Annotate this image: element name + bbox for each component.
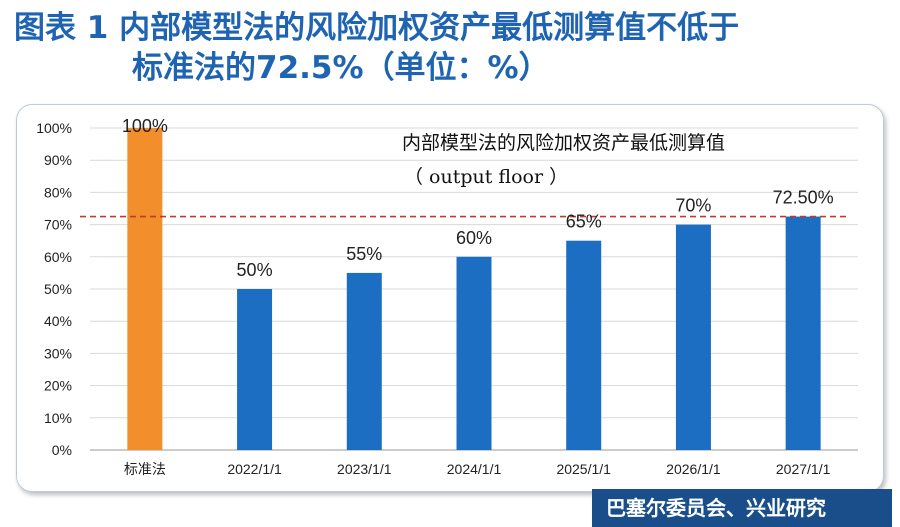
data-label: 55% — [346, 244, 382, 264]
y-tick-label: 60% — [44, 249, 72, 265]
chart-title: 图表 1 内部模型法的风险加权资产最低测算值不低于 标准法的72.5%（单位：%… — [14, 8, 894, 88]
y-tick-label: 100% — [36, 120, 72, 136]
x-tick-label: 2023/1/1 — [337, 461, 392, 477]
data-label: 70% — [675, 196, 711, 216]
y-tick-label: 50% — [44, 281, 72, 297]
annotation-line-2: （ output floor ） — [404, 166, 568, 188]
y-axis-tick-labels: 0% 10% 20% 30% 40% 50% 60% 70% 80% 90% 100% — [36, 120, 72, 458]
bar — [346, 272, 382, 450]
y-tick-label: 80% — [44, 184, 72, 200]
x-tick-label: 2024/1/1 — [447, 461, 502, 477]
bar — [785, 216, 821, 450]
y-tick-label: 10% — [44, 410, 72, 426]
x-tick-label: 2022/1/1 — [227, 461, 282, 477]
x-axis-tick-labels: 标准法 2022/1/1 2023/1/1 2024/1/1 2025/1/1 2026/… — [124, 461, 831, 477]
y-tick-label: 90% — [44, 152, 72, 168]
y-tick-label: 40% — [44, 313, 72, 329]
bar — [237, 289, 273, 450]
y-tick-label: 0% — [52, 442, 72, 458]
data-label: 100% — [122, 116, 168, 136]
data-label: 50% — [237, 260, 273, 280]
data-label: 72.50% — [773, 188, 834, 208]
y-tick-label: 20% — [44, 378, 72, 394]
title-line-2: 标准法的72.5%（单位：%） — [132, 50, 550, 86]
x-tick-label: 2026/1/1 — [666, 461, 721, 477]
x-tick-label: 标准法 — [124, 461, 166, 477]
x-tick-label: 2027/1/1 — [776, 461, 831, 477]
bar — [456, 256, 492, 450]
y-tick-label: 70% — [44, 217, 72, 233]
data-label: 60% — [456, 228, 492, 248]
annotation-line-1: 内部模型法的风险加权资产最低测算值 — [402, 132, 725, 154]
bars — [127, 128, 821, 450]
bar — [566, 240, 602, 450]
y-tick-label: 30% — [44, 345, 72, 361]
x-tick-label: 2025/1/1 — [556, 461, 611, 477]
title-line-1: 图表 1 内部模型法的风险加权资产最低测算值不低于 — [14, 10, 740, 46]
data-label: 65% — [566, 212, 602, 232]
data-labels: 100% 50% 55% 60% 65% 70% 72.50% — [122, 116, 834, 280]
bar — [127, 128, 163, 450]
source-label: 巴塞尔委员会、兴业研究 — [592, 489, 892, 527]
bar — [675, 224, 711, 450]
